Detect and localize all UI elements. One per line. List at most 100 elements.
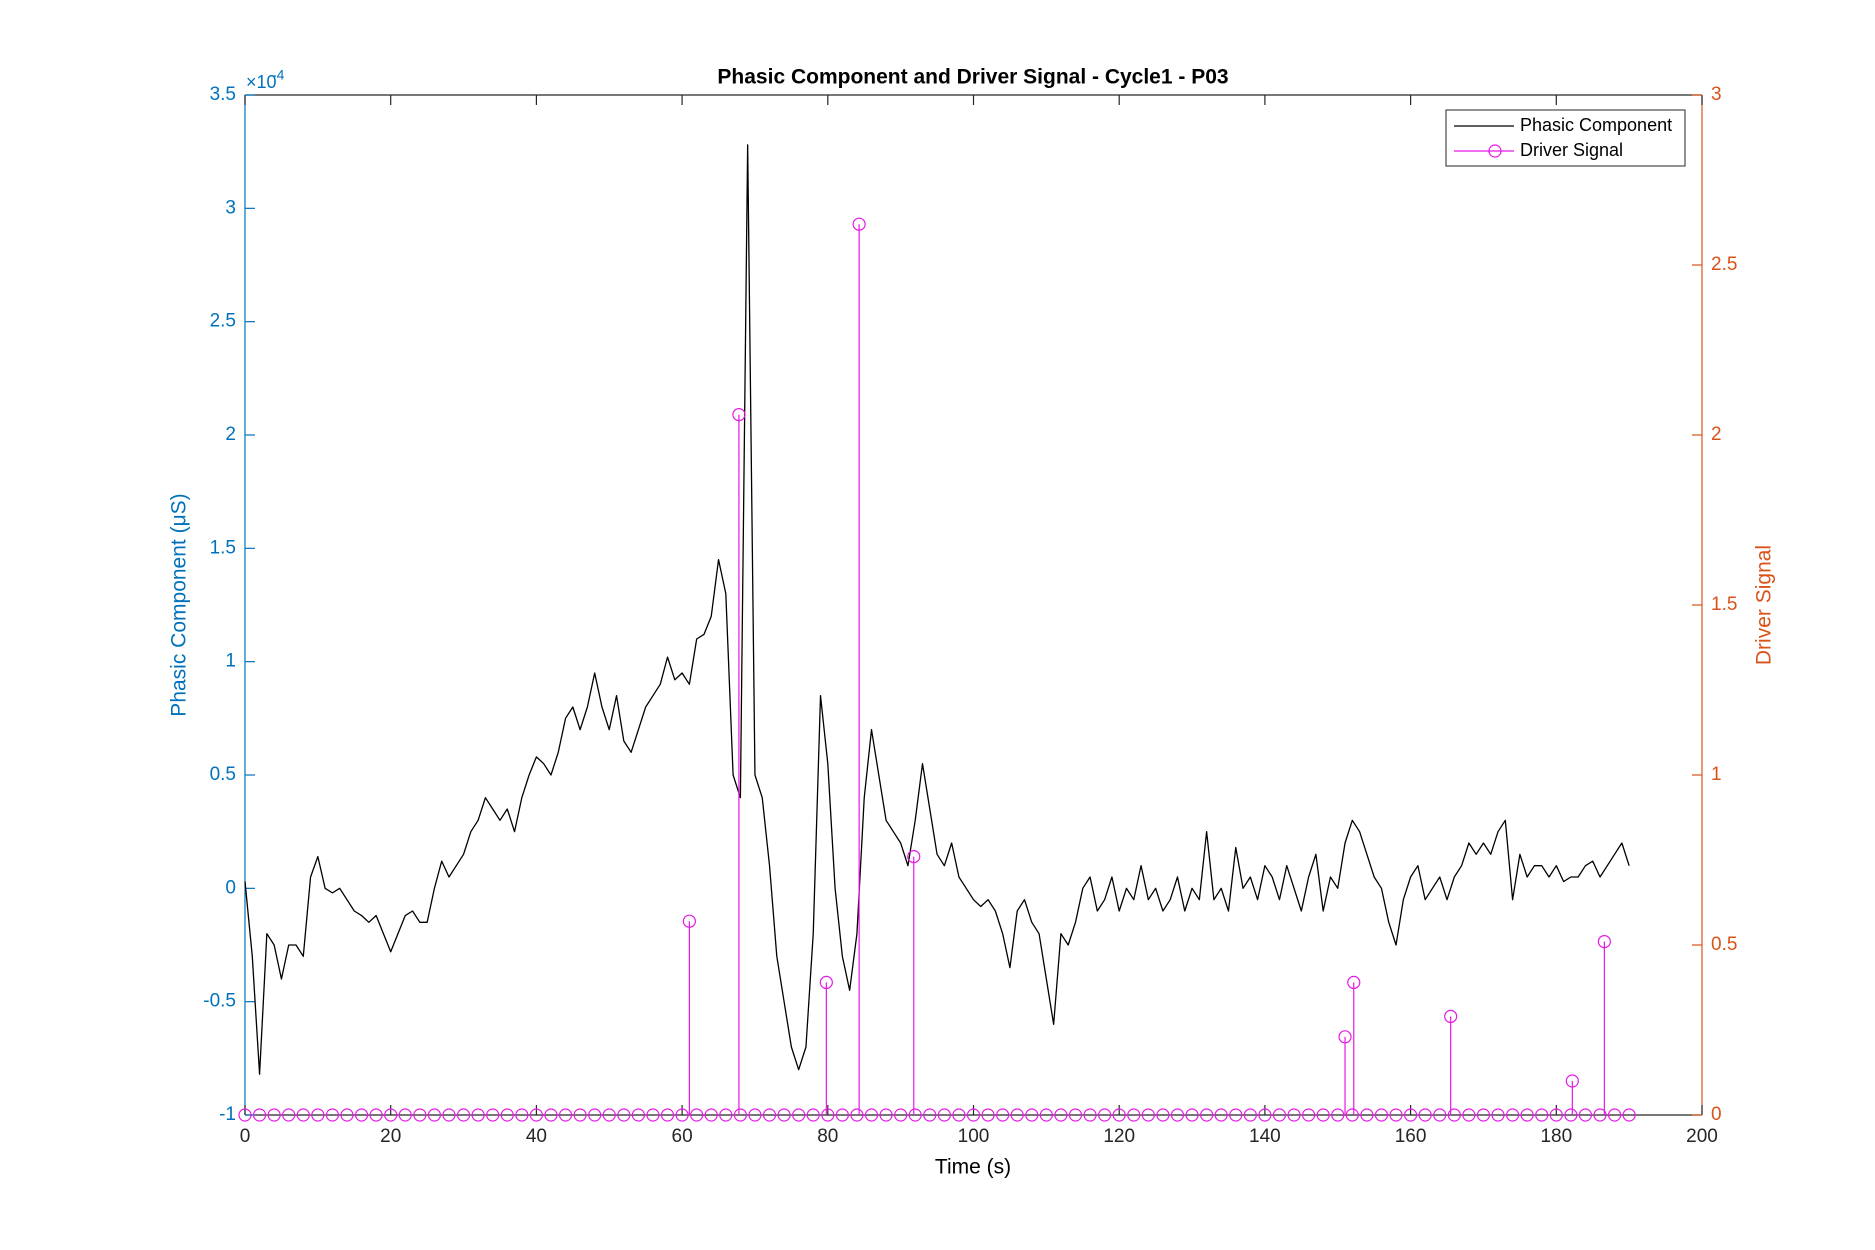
stem-marker: [682, 914, 696, 928]
x-tick-label: 60: [672, 1126, 693, 1147]
stem-marker: [733, 1108, 747, 1122]
stem-marker: [646, 1108, 660, 1122]
y2-tick-label: 0.5: [1711, 934, 1737, 955]
stem-marker: [1444, 1009, 1458, 1024]
y2-tick-label: 0: [1711, 1104, 1722, 1125]
stem-marker: [1476, 1108, 1491, 1122]
stem-marker: [631, 1108, 645, 1122]
y-tick-label: -1: [219, 1104, 236, 1125]
stem-marker: [852, 217, 866, 231]
stem-marker: [1389, 1108, 1403, 1122]
stem-marker: [1433, 1108, 1447, 1122]
stem-marker: [500, 1108, 514, 1122]
stem-marker: [1316, 1108, 1330, 1122]
stem-marker: [442, 1108, 456, 1122]
phasic-line: [244, 144, 1630, 1075]
stem-marker: [819, 975, 833, 990]
stem-marker: [588, 1108, 602, 1122]
stem-marker: [1258, 1108, 1272, 1122]
stem-marker: [267, 1108, 281, 1122]
y2-tick-label: 3: [1711, 84, 1722, 105]
stem-marker: [1374, 1108, 1389, 1122]
stem-marker: [835, 1108, 849, 1122]
x-tick-label: 100: [958, 1126, 990, 1147]
stem-marker: [907, 849, 921, 864]
legend-label: Driver Signal: [1520, 140, 1623, 160]
stem-marker: [573, 1108, 587, 1122]
y-multiplier-exponent: -4: [272, 67, 285, 83]
y-axis-label: Phasic Component (μS): [168, 493, 191, 716]
stem-marker: [529, 1108, 544, 1122]
legend-label: Phasic Component: [1520, 115, 1672, 135]
stem-marker: [1593, 1108, 1607, 1122]
stem-marker: [850, 1108, 864, 1122]
stem-marker: [748, 1108, 762, 1122]
stem-marker: [1010, 1108, 1024, 1122]
y2-axis-label: Driver Signal: [1753, 545, 1776, 665]
stem-marker: [398, 1108, 412, 1122]
stem-marker: [325, 1108, 340, 1122]
stem-marker: [879, 1108, 893, 1122]
stem-marker: [792, 1108, 806, 1122]
stem-marker: [777, 1108, 791, 1122]
stem-marker: [544, 1108, 558, 1122]
stem-marker: [1597, 934, 1611, 949]
stem-marker: [732, 408, 746, 422]
stem-marker: [821, 1108, 835, 1122]
stem-marker: [1565, 1074, 1579, 1088]
stem-marker: [1302, 1108, 1316, 1122]
y2-tick-label: 2: [1711, 424, 1722, 445]
stem-marker: [1287, 1108, 1301, 1122]
stem-marker: [1535, 1108, 1549, 1122]
stem-marker: [1200, 1108, 1214, 1122]
stem-marker: [966, 1108, 981, 1122]
stem-marker: [923, 1108, 937, 1122]
stem-marker: [238, 1108, 252, 1122]
stem-marker: [1156, 1108, 1170, 1122]
x-tick-label: 40: [526, 1126, 547, 1147]
x-tick-label: 80: [817, 1126, 838, 1147]
stem-marker: [340, 1108, 354, 1122]
x-tick-label: 180: [1540, 1126, 1572, 1147]
y-tick-label: -0.5: [203, 991, 236, 1012]
stem-marker: [1098, 1108, 1112, 1122]
stem-marker: [1403, 1108, 1418, 1122]
stem-marker: [602, 1108, 616, 1122]
stem-marker: [1622, 1108, 1636, 1122]
stem-marker: [1112, 1108, 1126, 1122]
y-tick-label: 0: [225, 877, 236, 898]
stem-marker: [1607, 1108, 1622, 1122]
stem-marker: [762, 1108, 777, 1122]
stem-marker: [719, 1108, 733, 1122]
y2-tick-label: 2.5: [1711, 254, 1737, 275]
y-multiplier: ×10: [246, 72, 277, 92]
stem-marker: [1214, 1108, 1228, 1122]
y-tick-label: 1.5: [210, 537, 236, 558]
stem-marker: [952, 1108, 966, 1122]
stem-marker: [296, 1108, 310, 1122]
x-tick-label: 160: [1395, 1126, 1427, 1147]
stem-marker: [704, 1108, 718, 1122]
stem-marker: [660, 1108, 675, 1122]
y-tick-label: 2: [225, 424, 236, 445]
stem-marker: [384, 1108, 398, 1122]
stem-marker: [354, 1108, 369, 1122]
stem-marker: [413, 1108, 427, 1122]
y-tick-label: 3: [225, 197, 236, 218]
stem-marker: [1229, 1108, 1243, 1122]
x-tick-label: 140: [1249, 1126, 1281, 1147]
stem-marker: [1345, 1108, 1359, 1122]
legend-box: [1445, 109, 1686, 167]
stem-marker: [515, 1108, 529, 1122]
stem-marker: [894, 1108, 908, 1122]
chart-title: Phasic Component and Driver Signal - Cyc…: [717, 66, 1228, 89]
stem-marker: [996, 1108, 1010, 1122]
stem-marker: [456, 1108, 471, 1122]
stem-marker: [1578, 1108, 1593, 1122]
stem-marker: [1549, 1108, 1563, 1122]
stem-marker: [864, 1108, 879, 1122]
stem-marker: [558, 1108, 573, 1122]
stem-marker: [1243, 1108, 1257, 1122]
